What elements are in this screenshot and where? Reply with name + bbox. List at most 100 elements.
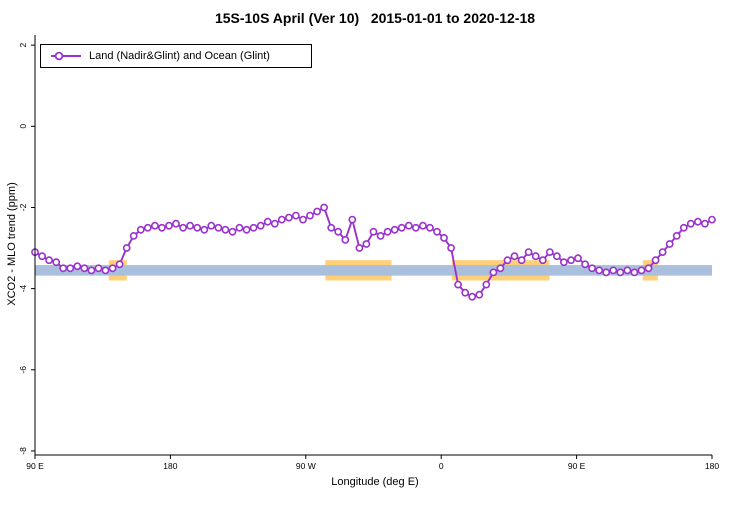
series-marker: [560, 258, 568, 267]
series-marker: [475, 290, 484, 299]
series-marker: [277, 215, 286, 224]
series-marker: [327, 223, 336, 232]
series-marker: [334, 227, 343, 236]
series-marker: [157, 223, 166, 232]
series-marker: [150, 221, 159, 230]
legend-line-sample: [51, 51, 81, 61]
series-marker: [644, 264, 653, 273]
series-marker: [461, 288, 470, 297]
series-marker: [694, 217, 702, 226]
series-marker: [129, 231, 138, 240]
series-marker: [52, 258, 61, 267]
series-marker: [390, 225, 399, 234]
series-marker: [651, 256, 660, 265]
series-marker: [588, 264, 596, 273]
series-marker: [567, 256, 575, 265]
series-marker: [270, 219, 279, 228]
series-marker: [679, 223, 688, 232]
series-marker: [701, 219, 709, 228]
series-marker: [256, 221, 265, 230]
series-marker: [510, 252, 519, 261]
blue-reference-band: [35, 265, 712, 276]
series-marker: [87, 266, 96, 275]
series-marker: [115, 260, 124, 269]
series-marker: [299, 215, 307, 224]
legend-label: Land (Nadir&Glint) and Ocean (Glint): [89, 50, 270, 62]
x-tick-label: 90 W: [296, 461, 316, 471]
series-marker: [658, 248, 667, 256]
series-marker: [242, 225, 251, 234]
series-marker: [609, 266, 618, 275]
series-marker: [623, 266, 632, 275]
series-marker: [637, 266, 646, 275]
x-tick-label: 90 E: [26, 461, 44, 471]
series-marker: [263, 217, 272, 226]
y-tick-label: -8: [18, 447, 28, 455]
series-marker: [538, 256, 547, 265]
x-tick-label: 180: [705, 461, 719, 471]
series-marker: [80, 264, 89, 273]
y-tick-label: -6: [18, 366, 28, 374]
series-marker: [524, 248, 533, 256]
series-marker: [468, 292, 477, 301]
x-tick-label: 180: [163, 461, 177, 471]
series-marker: [630, 268, 639, 277]
series-marker: [418, 221, 427, 230]
series-marker: [249, 223, 258, 232]
series-marker: [136, 225, 145, 234]
series-marker: [108, 264, 117, 273]
series-marker: [686, 219, 695, 228]
series-marker: [313, 207, 321, 216]
series-marker: [284, 213, 293, 222]
series-marker: [172, 219, 180, 228]
series-marker: [362, 240, 371, 248]
y-tick-label: 2: [18, 43, 28, 48]
series-marker: [320, 203, 328, 212]
series-marker: [38, 252, 46, 261]
series-marker: [447, 244, 455, 252]
series-marker: [581, 260, 589, 269]
series-marker: [235, 223, 244, 232]
series-marker: [482, 280, 491, 289]
series-marker: [193, 223, 202, 232]
series-marker: [59, 264, 68, 273]
series-marker: [165, 221, 173, 230]
x-tick-label: 0: [439, 461, 444, 471]
series-marker: [496, 264, 505, 273]
series-marker: [602, 268, 611, 277]
series-marker: [489, 268, 498, 277]
series-marker: [376, 231, 385, 240]
series-marker: [672, 231, 681, 240]
series-marker: [122, 244, 131, 252]
series-marker: [404, 221, 413, 230]
y-tick-label: 0: [18, 124, 28, 129]
series-marker: [143, 223, 152, 232]
series-marker: [574, 254, 582, 263]
series-marker: [94, 264, 103, 273]
series-marker: [207, 221, 216, 230]
series-marker: [369, 227, 378, 236]
series-marker: [179, 223, 187, 232]
y-tick-label: -2: [18, 203, 28, 211]
series-marker: [440, 233, 448, 242]
series-marker: [553, 252, 561, 261]
series-marker: [45, 256, 53, 265]
series-marker: [517, 256, 526, 265]
series-marker: [341, 235, 350, 244]
x-axis-label: Longitude (deg E): [331, 476, 419, 488]
series-marker: [228, 227, 237, 236]
series-marker: [383, 227, 392, 236]
series-marker: [291, 211, 300, 220]
x-tick-label: 90 E: [568, 461, 586, 471]
y-axis-label: XCO2 - MLO trend (ppm): [6, 182, 18, 306]
series-marker: [214, 223, 223, 232]
series-marker: [221, 225, 230, 234]
series-marker: [186, 221, 194, 230]
chart-title: 15S-10S April (Ver 10) 2015-01-01 to 202…: [214, 10, 536, 26]
series-marker: [355, 244, 364, 252]
series-marker: [397, 223, 406, 232]
series-marker: [595, 266, 604, 275]
series-marker: [708, 215, 716, 224]
